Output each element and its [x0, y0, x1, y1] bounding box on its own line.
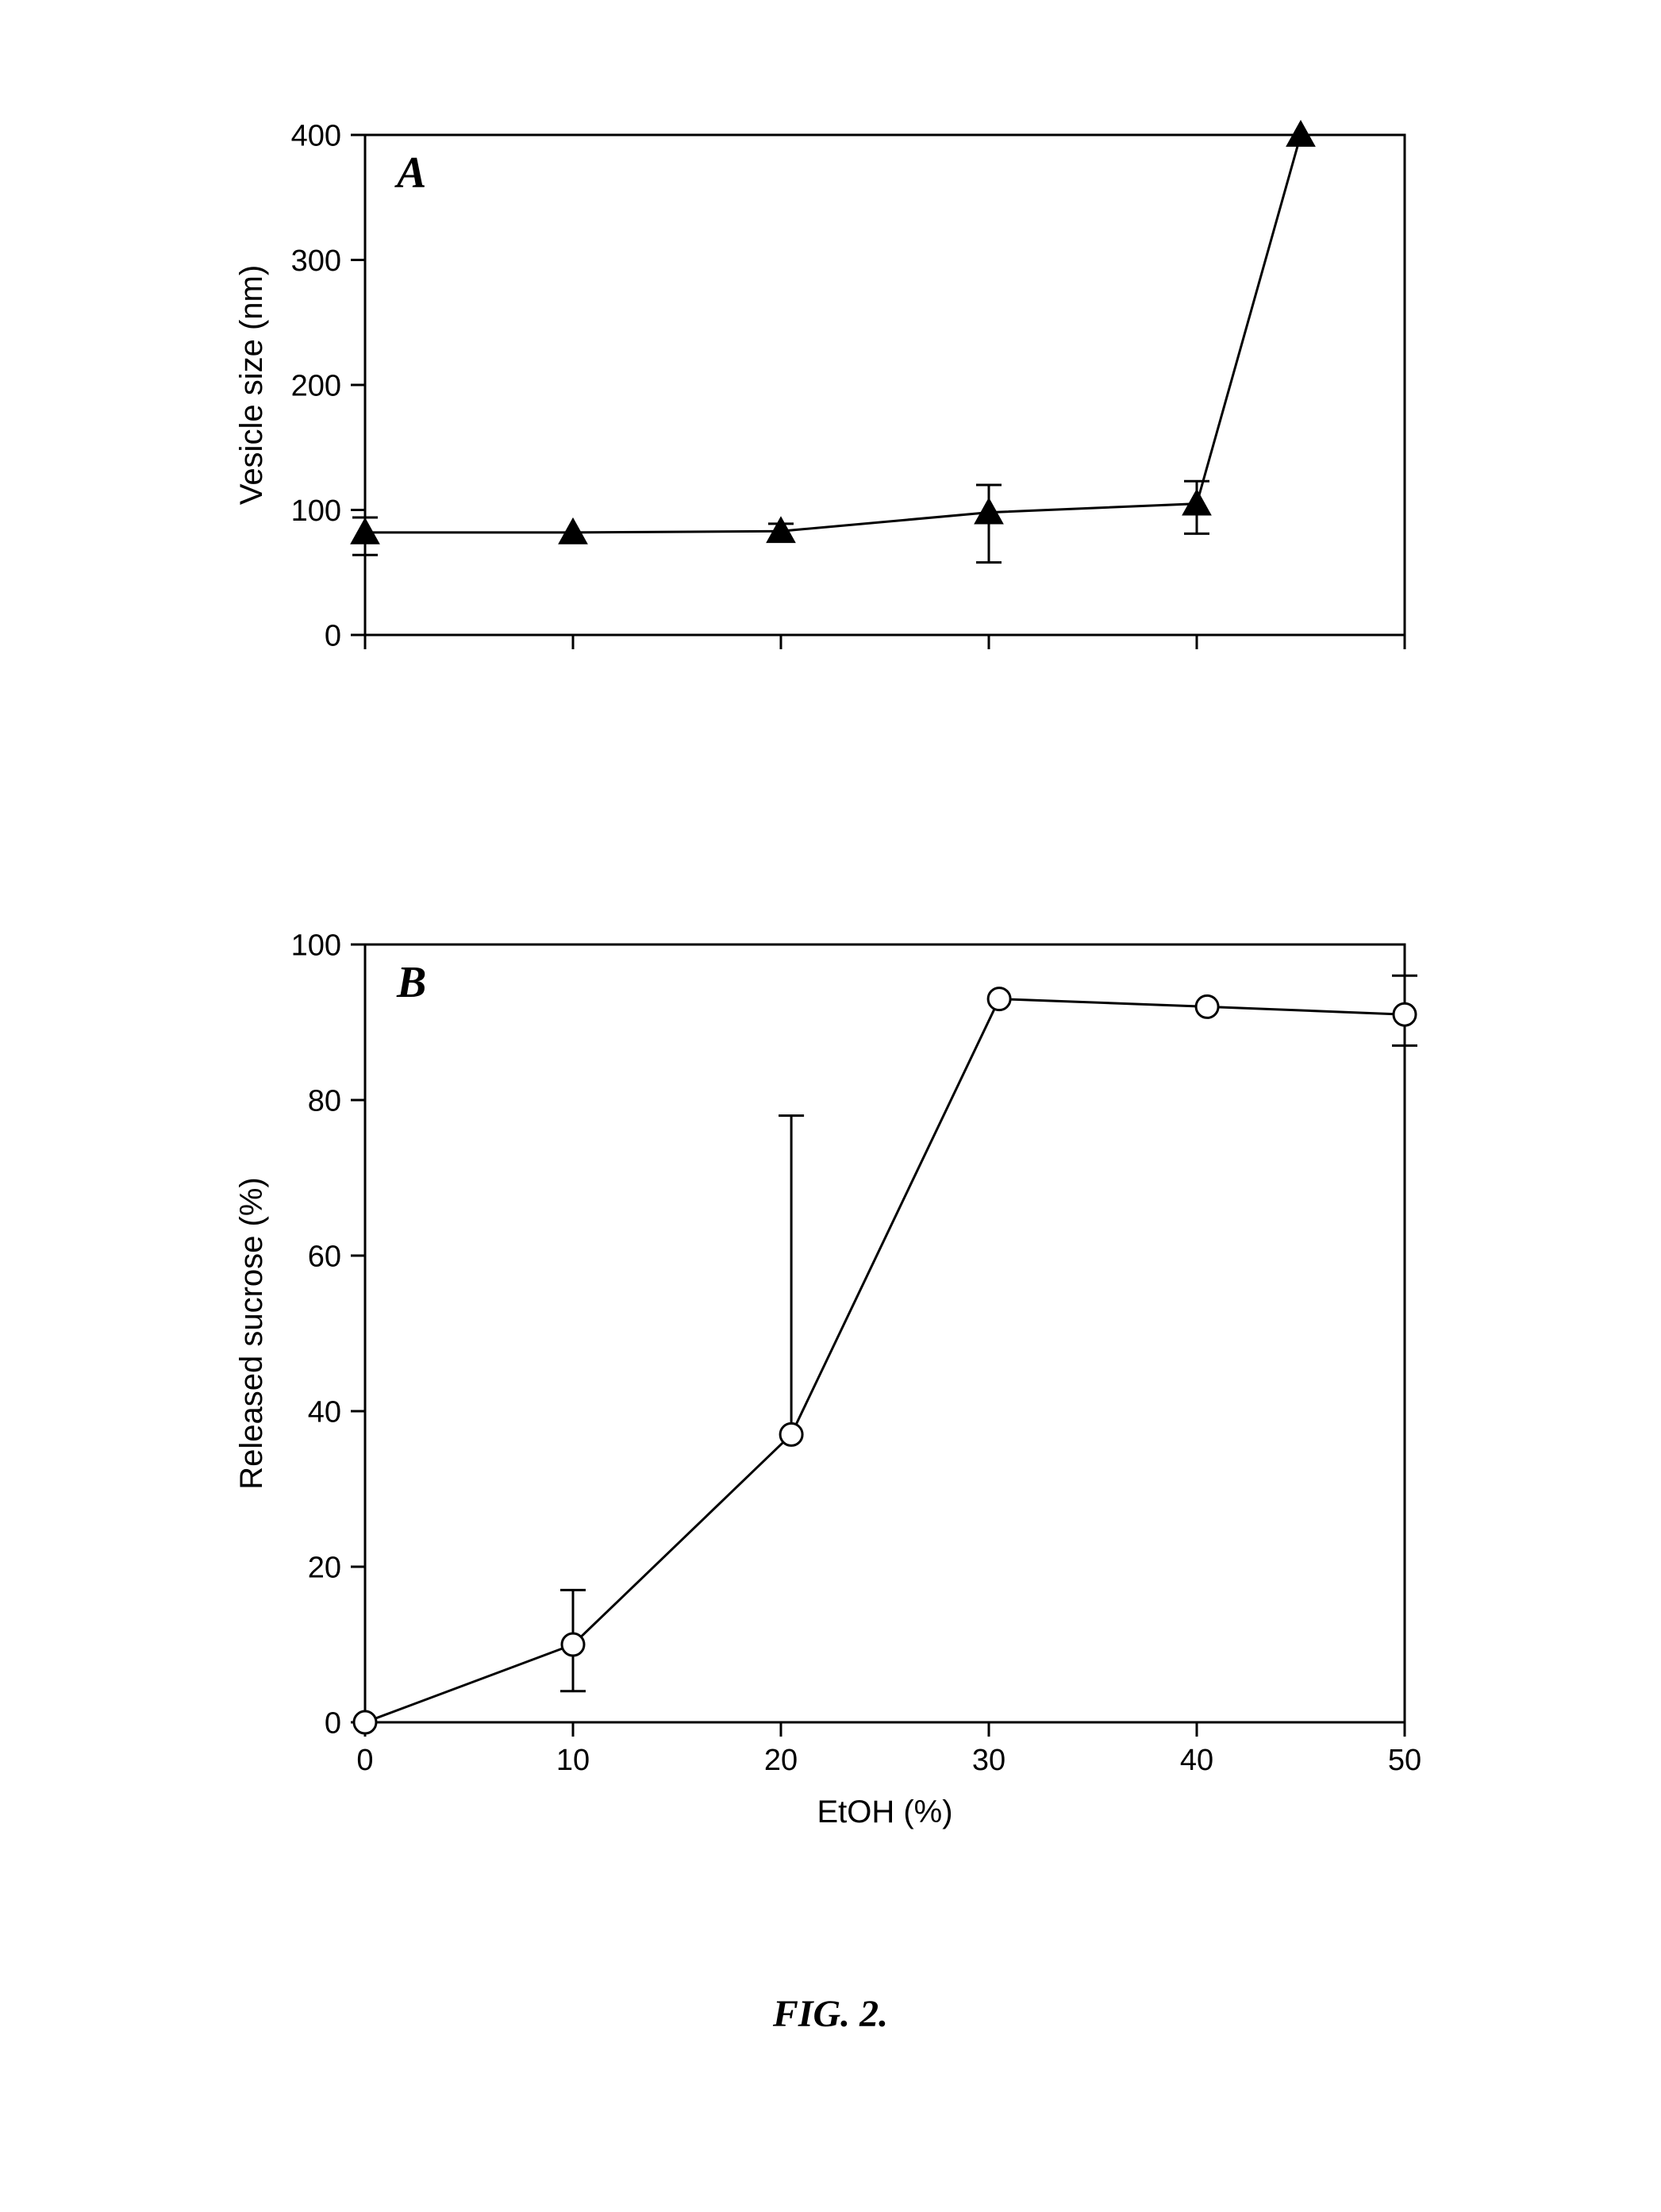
- ytick-label-a: 0: [325, 619, 341, 652]
- chart-svg-a: 0 100 200 300 400 Vesicle size (nm) A: [230, 103, 1421, 683]
- y-axis-label-b: Released sucrose (%): [234, 1177, 269, 1490]
- page: 0100200300400Vesicle size (nm)A 02040608…: [0, 0, 1661, 2212]
- panel-label-b: B: [396, 958, 426, 1007]
- data-line-a: [365, 135, 1301, 533]
- xtick-label-b: 30: [972, 1744, 1005, 1777]
- chart-svg-b: 0 20 40 60 80 100 0 10 20 30 40 50 Released sucrose …: [230, 913, 1421, 1849]
- ytick-label-a: 300: [291, 244, 341, 278]
- ytick-label-a: 100: [291, 494, 341, 528]
- y-axis-label-a: Vesicle size (nm): [234, 265, 269, 505]
- ytick-label-a: 400: [291, 119, 341, 152]
- data-marker-b: [562, 1633, 584, 1656]
- plot-frame-a: [365, 135, 1405, 635]
- data-marker-b: [1394, 1003, 1416, 1025]
- ytick-label-b: 100: [291, 929, 341, 962]
- data-marker-a: [351, 518, 379, 544]
- x-axis-label-b: EtOH (%): [817, 1795, 952, 1829]
- ytick-label-b: 0: [325, 1706, 341, 1740]
- xtick-label-b: 40: [1180, 1744, 1213, 1777]
- plot-frame-b: [365, 944, 1405, 1722]
- xtick-label-b: 0: [356, 1744, 373, 1777]
- data-marker-b: [780, 1423, 802, 1445]
- ytick-label-a: 200: [291, 369, 341, 402]
- ytick-label-b: 40: [308, 1395, 341, 1429]
- xtick-label-b: 50: [1388, 1744, 1421, 1777]
- chart-panel-a: 0 100 200 300 400 Vesicle size (nm) A: [230, 103, 1421, 683]
- ytick-label-b: 60: [308, 1240, 341, 1273]
- data-marker-b: [988, 988, 1010, 1010]
- figure-caption: FIG. 2.: [0, 1992, 1661, 2036]
- data-marker-a: [559, 518, 587, 544]
- chart-panel-b: 0 20 40 60 80 100 0 10 20 30 40 50 Released sucrose …: [230, 913, 1421, 1849]
- xtick-label-b: 20: [764, 1744, 798, 1777]
- ytick-label-b: 20: [308, 1551, 341, 1584]
- data-marker-a: [1286, 121, 1315, 146]
- data-marker-a: [1182, 490, 1211, 515]
- xtick-label-b: 10: [556, 1744, 590, 1777]
- ytick-label-b: 80: [308, 1084, 341, 1118]
- data-marker-b: [354, 1711, 376, 1733]
- data-marker-b: [1196, 995, 1218, 1018]
- data-line-b: [365, 999, 1405, 1722]
- panel-label-a: A: [394, 148, 426, 198]
